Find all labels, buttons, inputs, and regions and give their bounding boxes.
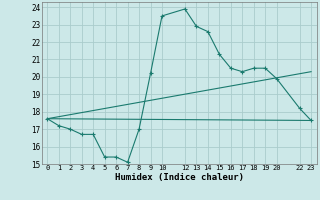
X-axis label: Humidex (Indice chaleur): Humidex (Indice chaleur) — [115, 173, 244, 182]
